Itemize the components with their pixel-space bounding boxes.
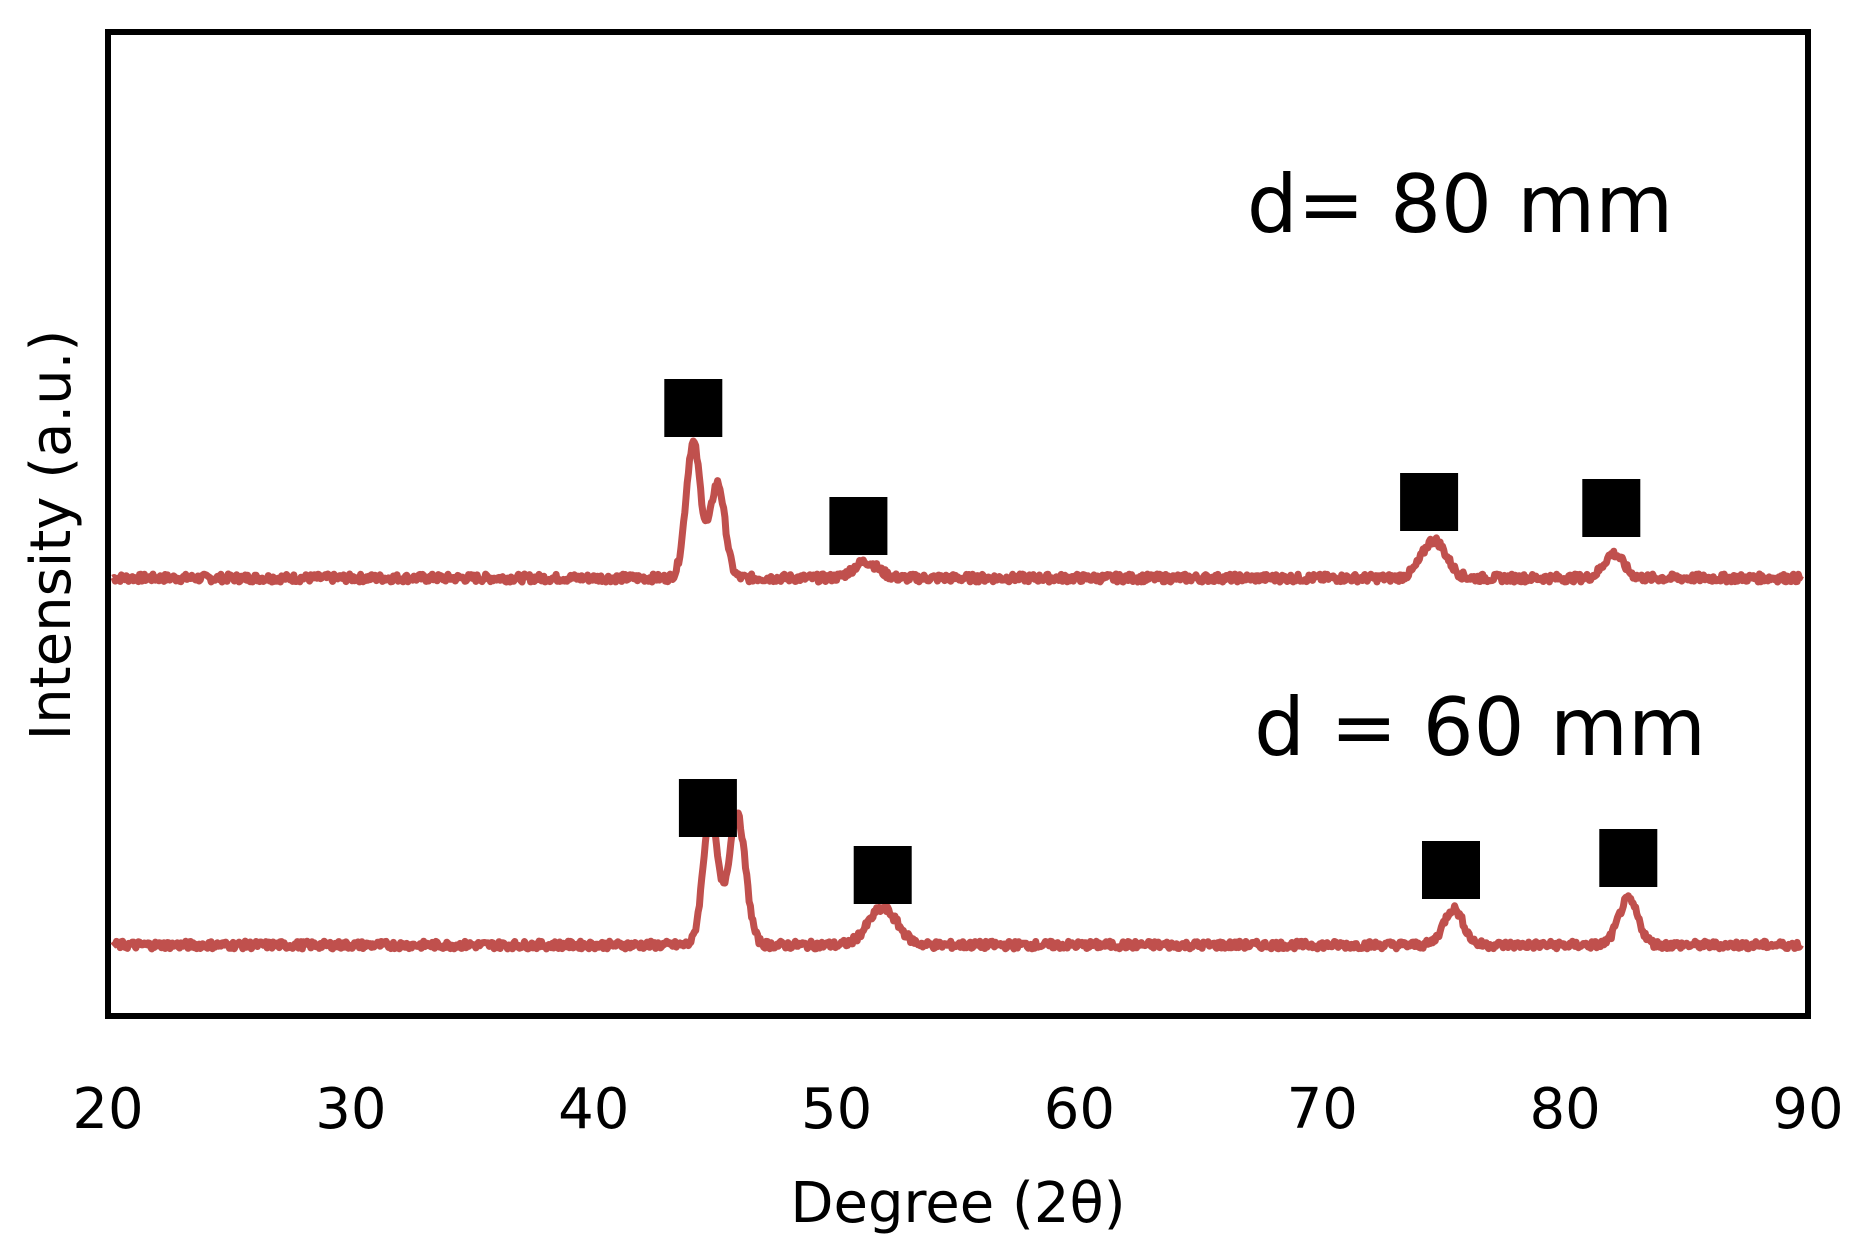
peak-marker	[1599, 829, 1658, 887]
plot-frame	[105, 29, 1811, 1019]
label-layer: d= 80 mm d = 60 mm	[1247, 158, 1706, 774]
peak-marker	[678, 779, 737, 837]
x-tick-label: 20	[72, 1077, 143, 1142]
peak-marker	[1400, 473, 1459, 531]
series-label-1: d= 80 mm	[1247, 158, 1673, 251]
x-tick-label: 40	[558, 1077, 629, 1142]
x-tick-label: 80	[1529, 1077, 1600, 1142]
x-tick-labels: 20 30 40 50 60 70 80 90	[72, 1077, 1843, 1142]
y-axis-title: Intensity (a.u.)	[19, 330, 84, 741]
x-tick-label: 90	[1772, 1077, 1843, 1142]
marker-layer	[664, 379, 1658, 904]
series-label-2: d = 60 mm	[1254, 681, 1706, 774]
series-layer	[110, 437, 1804, 953]
peak-marker	[664, 379, 723, 437]
series-line-1	[110, 437, 1804, 586]
peak-marker	[1422, 841, 1480, 899]
peak-marker	[1582, 479, 1641, 537]
x-tick-label: 50	[801, 1077, 872, 1142]
peak-marker	[829, 497, 888, 555]
series-line-2	[110, 809, 1804, 953]
x-tick-label: 60	[1044, 1077, 1115, 1142]
peak-marker	[853, 846, 912, 904]
x-tick-label: 70	[1287, 1077, 1358, 1142]
x-axis-title: Degree (2θ)	[790, 1171, 1125, 1236]
x-tick-label: 30	[315, 1077, 386, 1142]
